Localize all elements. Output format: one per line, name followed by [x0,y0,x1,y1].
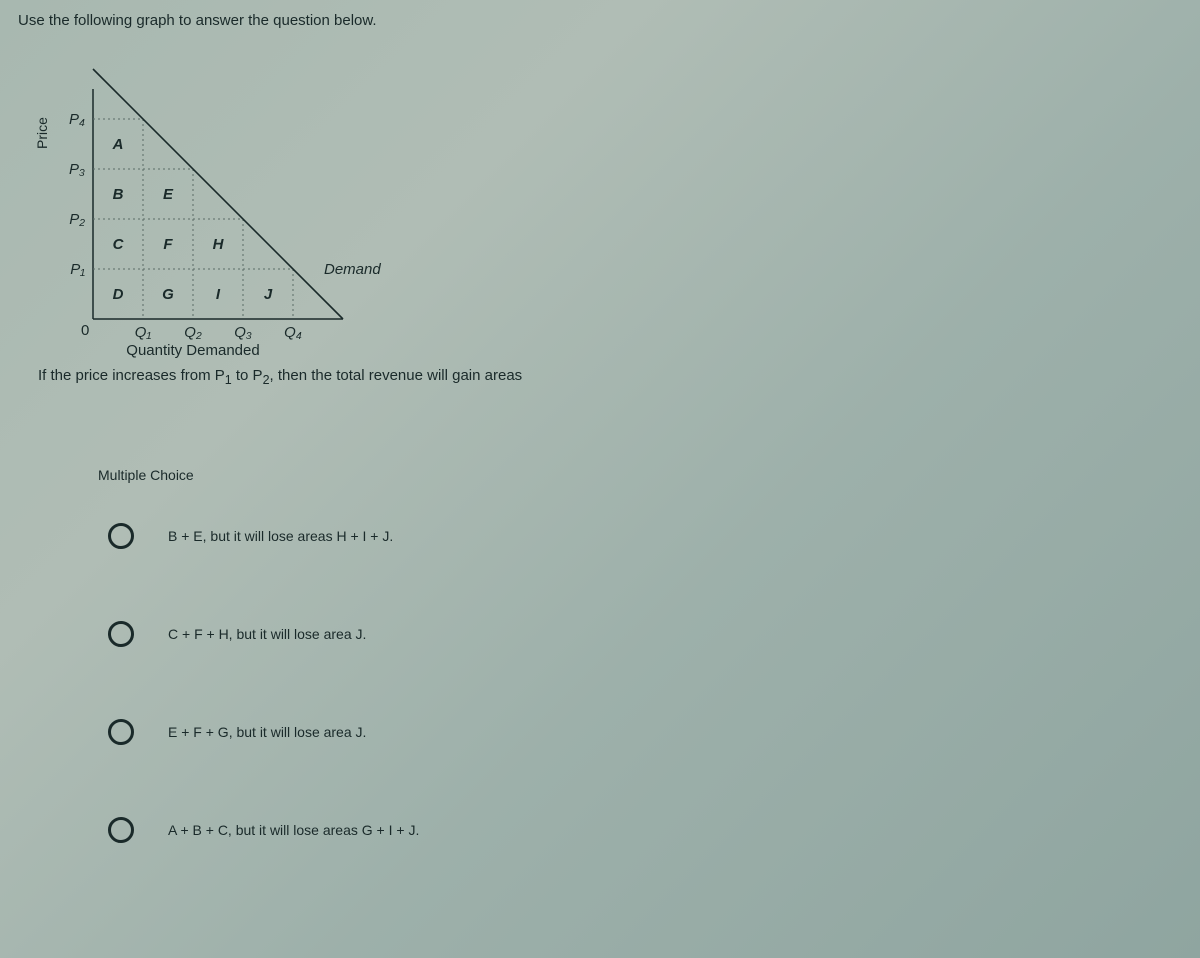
svg-text:Q₃: Q₃ [234,324,252,341]
svg-text:H: H [213,236,225,253]
svg-text:B: B [113,186,124,203]
svg-text:0: 0 [81,322,89,339]
demand-graph: Demand P₄ P₃ P₂ P₁ 0 Q₁ Q₂ Q₃ Q₄ Quantity Demanded… [48,59,388,359]
svg-text:Q₁: Q₁ [135,324,152,341]
svg-text:Q₂: Q₂ [184,324,202,341]
svg-text:A: A [112,136,124,153]
answer-option[interactable]: E + F + G, but it will lose area J. [108,719,1200,745]
multiple-choice-header: Multiple Choice [98,467,1200,483]
answer-option[interactable]: C + F + H, but it will lose area J. [108,621,1200,647]
svg-text:F: F [163,236,173,253]
option-label: C + F + H, but it will lose area J. [168,626,366,642]
graph-container: Price DemandP₄P₃P₂P₁0Q₁Q₂Q₃Q₄Quantity De… [48,59,1200,359]
svg-text:P₄: P₄ [69,111,85,128]
option-label: E + F + G, but it will lose area J. [168,724,366,740]
svg-text:I: I [216,286,221,303]
question-part: , then the total revenue will gain areas [270,367,523,384]
question-part: If the price increases from P [38,367,225,384]
svg-text:Quantity Demanded: Quantity Demanded [126,342,259,359]
answer-option[interactable]: B + E, but it will lose areas H + I + J. [108,523,1200,549]
svg-text:Demand: Demand [324,261,381,278]
svg-text:C: C [113,236,125,253]
question-sub: 2 [263,373,270,387]
option-label: B + E, but it will lose areas H + I + J. [168,528,393,544]
svg-text:P₃: P₃ [69,161,85,178]
svg-text:E: E [163,186,174,203]
svg-text:P₂: P₂ [69,211,85,228]
radio-button[interactable] [108,817,134,843]
y-axis-label: Price [34,117,50,149]
radio-button[interactable] [108,621,134,647]
radio-button[interactable] [108,523,134,549]
question-text: If the price increases from P1 to P2, th… [38,367,1200,387]
svg-text:G: G [162,286,174,303]
question-part: to P [232,367,263,384]
radio-button[interactable] [108,719,134,745]
svg-text:P₁: P₁ [70,261,85,278]
svg-text:J: J [264,286,273,303]
svg-text:D: D [113,286,124,303]
question-sub: 1 [225,373,232,387]
svg-text:Q₄: Q₄ [284,324,302,341]
options-group: B + E, but it will lose areas H + I + J.… [108,523,1200,843]
answer-option[interactable]: A + B + C, but it will lose areas G + I … [108,817,1200,843]
option-label: A + B + C, but it will lose areas G + I … [168,822,419,838]
instruction-text: Use the following graph to answer the qu… [18,12,1200,29]
